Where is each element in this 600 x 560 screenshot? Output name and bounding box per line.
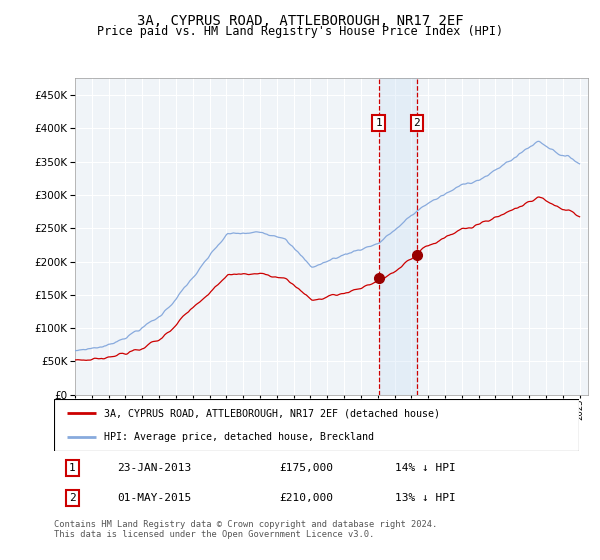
FancyBboxPatch shape <box>54 399 579 451</box>
Text: 2: 2 <box>413 118 421 128</box>
Bar <box>379 78 417 395</box>
Text: £210,000: £210,000 <box>280 493 334 503</box>
Text: 2: 2 <box>69 493 76 503</box>
Text: 14% ↓ HPI: 14% ↓ HPI <box>395 463 456 473</box>
Text: 13% ↓ HPI: 13% ↓ HPI <box>395 493 456 503</box>
Text: Price paid vs. HM Land Registry's House Price Index (HPI): Price paid vs. HM Land Registry's House … <box>97 25 503 38</box>
Text: 3A, CYPRUS ROAD, ATTLEBOROUGH, NR17 2EF (detached house): 3A, CYPRUS ROAD, ATTLEBOROUGH, NR17 2EF … <box>104 408 440 418</box>
Text: Contains HM Land Registry data © Crown copyright and database right 2024.
This d: Contains HM Land Registry data © Crown c… <box>54 520 437 539</box>
Text: 1: 1 <box>375 118 382 128</box>
Text: 1: 1 <box>69 463 76 473</box>
Text: 23-JAN-2013: 23-JAN-2013 <box>117 463 191 473</box>
Text: HPI: Average price, detached house, Breckland: HPI: Average price, detached house, Brec… <box>104 432 374 442</box>
Text: 01-MAY-2015: 01-MAY-2015 <box>117 493 191 503</box>
Text: £175,000: £175,000 <box>280 463 334 473</box>
Text: 3A, CYPRUS ROAD, ATTLEBOROUGH, NR17 2EF: 3A, CYPRUS ROAD, ATTLEBOROUGH, NR17 2EF <box>137 14 463 28</box>
